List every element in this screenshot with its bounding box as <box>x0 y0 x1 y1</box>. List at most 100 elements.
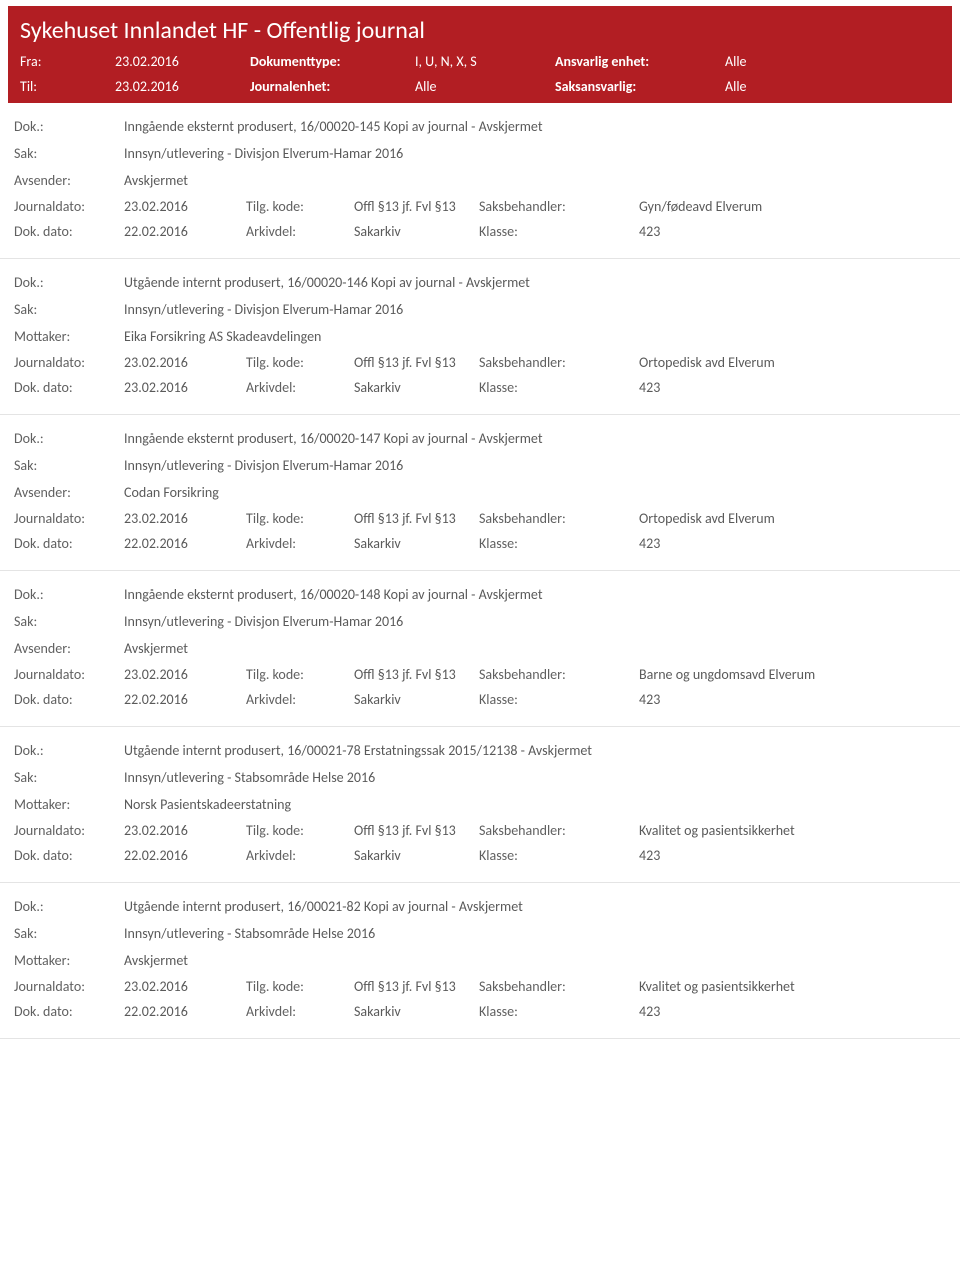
caseresp-label: Saksansvarlig: <box>555 78 685 95</box>
journaldato-label: Journaldato: <box>14 978 124 995</box>
party-value: Codan Forsikring <box>124 484 946 501</box>
party-value: Avskjermet <box>124 952 946 969</box>
party-label: Avsender: <box>14 484 124 501</box>
saksbeh-label: Saksbehandler: <box>479 510 639 527</box>
klasse-value: 423 <box>639 691 946 708</box>
doctype-value: I, U, N, X, S <box>415 53 515 70</box>
tilgkode-label: Tilg. kode: <box>246 978 354 995</box>
tilgkode-value: Offl §13 jf. Fvl §13 <box>354 510 479 527</box>
arkivdel-value: Sakarkiv <box>354 223 479 240</box>
tilgkode-value: Offl §13 jf. Fvl §13 <box>354 198 479 215</box>
arkivdel-label: Arkivdel: <box>246 535 354 552</box>
journaldato-value: 23.02.2016 <box>124 666 246 683</box>
klasse-value: 423 <box>639 535 946 552</box>
journalunit-value: Alle <box>415 78 515 95</box>
dokdato-label: Dok. dato: <box>14 1003 124 1020</box>
dokdato-value: 22.02.2016 <box>124 223 246 240</box>
journaldato-value: 23.02.2016 <box>124 978 246 995</box>
from-value: 23.02.2016 <box>115 53 210 70</box>
tilgkode-value: Offl §13 jf. Fvl §13 <box>354 822 479 839</box>
sak-label: Sak: <box>14 613 124 630</box>
dokdato-value: 23.02.2016 <box>124 379 246 396</box>
saksbeh-value: Ortopedisk avd Elverum <box>639 510 946 527</box>
header-filter-row-1: Fra: 23.02.2016 Dokumenttype: I, U, N, X… <box>20 49 940 74</box>
dokdato-label: Dok. dato: <box>14 847 124 864</box>
sak-value: Innsyn/utlevering - Stabsområde Helse 20… <box>124 769 946 786</box>
dokdato-value: 22.02.2016 <box>124 847 246 864</box>
arkivdel-value: Sakarkiv <box>354 379 479 396</box>
dokdato-label: Dok. dato: <box>14 691 124 708</box>
klasse-label: Klasse: <box>479 691 639 708</box>
tilgkode-value: Offl §13 jf. Fvl §13 <box>354 978 479 995</box>
journaldato-value: 23.02.2016 <box>124 822 246 839</box>
saksbeh-value: Barne og ungdomsavd Elverum <box>639 666 946 683</box>
unit-value: Alle <box>725 53 785 70</box>
sak-label: Sak: <box>14 301 124 318</box>
klasse-label: Klasse: <box>479 1003 639 1020</box>
klasse-label: Klasse: <box>479 379 639 396</box>
journal-entry: Dok.:Utgående internt produsert, 16/0002… <box>0 259 960 415</box>
header-filter-row-2: Til: 23.02.2016 Journalenhet: Alle Saksa… <box>20 74 940 99</box>
doctype-label: Dokumenttype: <box>250 53 375 70</box>
dokdato-label: Dok. dato: <box>14 379 124 396</box>
saksbeh-label: Saksbehandler: <box>479 666 639 683</box>
sak-value: Innsyn/utlevering - Divisjon Elverum-Ham… <box>124 145 946 162</box>
klasse-label: Klasse: <box>479 847 639 864</box>
party-label: Avsender: <box>14 640 124 657</box>
sak-value: Innsyn/utlevering - Divisjon Elverum-Ham… <box>124 457 946 474</box>
party-value: Norsk Pasientskadeerstatning <box>124 796 946 813</box>
journal-entry: Dok.:Inngående eksternt produsert, 16/00… <box>0 415 960 571</box>
journaldato-label: Journaldato: <box>14 198 124 215</box>
journaldato-value: 23.02.2016 <box>124 354 246 371</box>
dokdato-label: Dok. dato: <box>14 223 124 240</box>
journal-entry: Dok.:Utgående internt produsert, 16/0002… <box>0 883 960 1039</box>
tilgkode-label: Tilg. kode: <box>246 198 354 215</box>
tilgkode-label: Tilg. kode: <box>246 666 354 683</box>
arkivdel-value: Sakarkiv <box>354 847 479 864</box>
tilgkode-label: Tilg. kode: <box>246 822 354 839</box>
dok-value: Utgående internt produsert, 16/00021-78 … <box>124 742 946 759</box>
sak-label: Sak: <box>14 457 124 474</box>
dok-value: Inngående eksternt produsert, 16/00020-1… <box>124 118 946 135</box>
journaldato-label: Journaldato: <box>14 666 124 683</box>
tilgkode-value: Offl §13 jf. Fvl §13 <box>354 666 479 683</box>
from-label: Fra: <box>20 53 75 70</box>
saksbeh-value: Kvalitet og pasientsikkerhet <box>639 978 946 995</box>
tilgkode-value: Offl §13 jf. Fvl §13 <box>354 354 479 371</box>
arkivdel-label: Arkivdel: <box>246 691 354 708</box>
to-label: Til: <box>20 78 75 95</box>
dok-value: Inngående eksternt produsert, 16/00020-1… <box>124 586 946 603</box>
journal-entry: Dok.:Utgående internt produsert, 16/0002… <box>0 727 960 883</box>
arkivdel-value: Sakarkiv <box>354 1003 479 1020</box>
unit-label: Ansvarlig enhet: <box>555 53 685 70</box>
journal-entry: Dok.:Inngående eksternt produsert, 16/00… <box>0 571 960 727</box>
dok-label: Dok.: <box>14 586 124 603</box>
report-header: Sykehuset Innlandet HF - Offentlig journ… <box>8 6 952 103</box>
journalunit-label: Journalenhet: <box>250 78 375 95</box>
journaldato-label: Journaldato: <box>14 822 124 839</box>
party-label: Avsender: <box>14 172 124 189</box>
klasse-label: Klasse: <box>479 535 639 552</box>
party-label: Mottaker: <box>14 328 124 345</box>
arkivdel-label: Arkivdel: <box>246 1003 354 1020</box>
party-label: Mottaker: <box>14 796 124 813</box>
dok-value: Utgående internt produsert, 16/00021-82 … <box>124 898 946 915</box>
dokdato-value: 22.02.2016 <box>124 1003 246 1020</box>
saksbeh-value: Kvalitet og pasientsikkerhet <box>639 822 946 839</box>
dok-value: Inngående eksternt produsert, 16/00020-1… <box>124 430 946 447</box>
arkivdel-value: Sakarkiv <box>354 691 479 708</box>
tilgkode-label: Tilg. kode: <box>246 510 354 527</box>
dok-label: Dok.: <box>14 430 124 447</box>
dok-label: Dok.: <box>14 274 124 291</box>
klasse-value: 423 <box>639 379 946 396</box>
saksbeh-label: Saksbehandler: <box>479 822 639 839</box>
sak-value: Innsyn/utlevering - Divisjon Elverum-Ham… <box>124 613 946 630</box>
sak-label: Sak: <box>14 145 124 162</box>
tilgkode-label: Tilg. kode: <box>246 354 354 371</box>
report-title: Sykehuset Innlandet HF - Offentlig journ… <box>20 16 940 49</box>
journal-entries: Dok.:Inngående eksternt produsert, 16/00… <box>0 103 960 1039</box>
saksbeh-value: Ortopedisk avd Elverum <box>639 354 946 371</box>
klasse-value: 423 <box>639 1003 946 1020</box>
sak-value: Innsyn/utlevering - Stabsområde Helse 20… <box>124 925 946 942</box>
journaldato-value: 23.02.2016 <box>124 198 246 215</box>
